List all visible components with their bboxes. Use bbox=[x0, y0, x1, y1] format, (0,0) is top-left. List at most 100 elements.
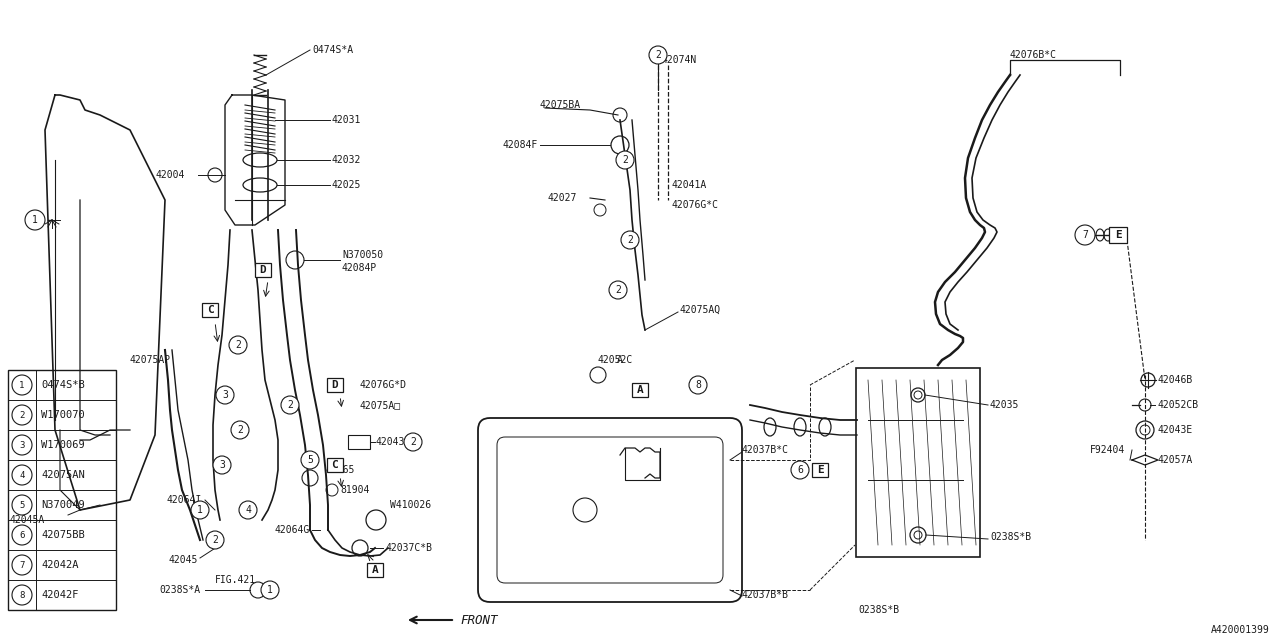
Text: W170069: W170069 bbox=[41, 440, 84, 450]
Text: 2: 2 bbox=[236, 340, 241, 350]
Text: 2: 2 bbox=[655, 50, 660, 60]
Text: 0238S*B: 0238S*B bbox=[989, 532, 1032, 542]
Text: 5: 5 bbox=[307, 455, 312, 465]
Text: 6: 6 bbox=[19, 531, 24, 540]
FancyBboxPatch shape bbox=[367, 563, 383, 577]
Text: 4: 4 bbox=[19, 470, 24, 479]
FancyBboxPatch shape bbox=[255, 263, 271, 277]
FancyBboxPatch shape bbox=[326, 378, 343, 392]
Circle shape bbox=[261, 581, 279, 599]
Text: 3: 3 bbox=[221, 390, 228, 400]
Circle shape bbox=[212, 456, 230, 474]
Text: 2: 2 bbox=[627, 235, 632, 245]
Text: 42042A: 42042A bbox=[41, 560, 78, 570]
Text: 1: 1 bbox=[197, 505, 204, 515]
Text: W170070: W170070 bbox=[41, 410, 84, 420]
Text: 1: 1 bbox=[19, 381, 24, 390]
Text: 81904: 81904 bbox=[340, 485, 370, 495]
Text: 42037B*C: 42037B*C bbox=[742, 445, 788, 455]
Circle shape bbox=[12, 435, 32, 455]
Text: 42074N: 42074N bbox=[662, 55, 698, 65]
Text: 2: 2 bbox=[287, 400, 293, 410]
Text: 0474S*B: 0474S*B bbox=[41, 380, 84, 390]
Text: 42076B*C: 42076B*C bbox=[1010, 50, 1057, 60]
Text: 0474S*A: 0474S*A bbox=[312, 45, 353, 55]
Circle shape bbox=[12, 555, 32, 575]
Text: 42076G*C: 42076G*C bbox=[672, 200, 719, 210]
Circle shape bbox=[12, 585, 32, 605]
FancyBboxPatch shape bbox=[326, 458, 343, 472]
Text: 7: 7 bbox=[1082, 230, 1088, 240]
Circle shape bbox=[301, 451, 319, 469]
Circle shape bbox=[12, 525, 32, 545]
Text: 42045A: 42045A bbox=[10, 515, 45, 525]
Text: 5: 5 bbox=[19, 500, 24, 509]
Circle shape bbox=[649, 46, 667, 64]
Text: 4: 4 bbox=[244, 505, 251, 515]
Text: 1: 1 bbox=[32, 215, 38, 225]
Circle shape bbox=[616, 151, 634, 169]
Text: 42027: 42027 bbox=[548, 193, 577, 203]
Text: 42076G*D: 42076G*D bbox=[360, 380, 407, 390]
Circle shape bbox=[404, 433, 422, 451]
Text: 42037B*B: 42037B*B bbox=[742, 590, 788, 600]
Text: D: D bbox=[260, 265, 266, 275]
Text: 0238S*B: 0238S*B bbox=[858, 605, 899, 615]
Text: 8: 8 bbox=[19, 591, 24, 600]
Text: 42025: 42025 bbox=[332, 180, 361, 190]
Circle shape bbox=[1075, 225, 1094, 245]
Text: 0238S*A: 0238S*A bbox=[159, 585, 200, 595]
Circle shape bbox=[282, 396, 300, 414]
Circle shape bbox=[26, 210, 45, 230]
Text: N370049: N370049 bbox=[41, 500, 84, 510]
Circle shape bbox=[12, 465, 32, 485]
Text: 8: 8 bbox=[695, 380, 701, 390]
Text: 42035: 42035 bbox=[989, 400, 1019, 410]
Text: E: E bbox=[1115, 230, 1121, 240]
Text: 42075BA: 42075BA bbox=[540, 100, 581, 110]
Text: F92404: F92404 bbox=[1091, 445, 1125, 455]
Text: 2: 2 bbox=[237, 425, 243, 435]
Circle shape bbox=[229, 336, 247, 354]
Circle shape bbox=[791, 461, 809, 479]
Text: A: A bbox=[636, 385, 644, 395]
Text: 42052CB: 42052CB bbox=[1158, 400, 1199, 410]
Text: 42031: 42031 bbox=[332, 115, 361, 125]
Circle shape bbox=[12, 375, 32, 395]
FancyBboxPatch shape bbox=[1108, 227, 1126, 243]
Text: 42037C*B: 42037C*B bbox=[385, 543, 433, 553]
Text: 42064I: 42064I bbox=[166, 495, 202, 505]
Text: 42042F: 42042F bbox=[41, 590, 78, 600]
Text: A420001399: A420001399 bbox=[1211, 625, 1270, 635]
Text: FRONT: FRONT bbox=[460, 614, 498, 627]
Text: 2: 2 bbox=[616, 285, 621, 295]
Text: 42052C: 42052C bbox=[598, 355, 634, 365]
Text: 42075A□: 42075A□ bbox=[360, 400, 401, 410]
Circle shape bbox=[12, 405, 32, 425]
FancyBboxPatch shape bbox=[812, 463, 828, 477]
Text: 3: 3 bbox=[19, 440, 24, 449]
Text: E: E bbox=[817, 465, 823, 475]
Text: 2: 2 bbox=[212, 535, 218, 545]
Circle shape bbox=[206, 531, 224, 549]
Text: 42084F: 42084F bbox=[503, 140, 538, 150]
Circle shape bbox=[230, 421, 250, 439]
Text: 42004: 42004 bbox=[155, 170, 184, 180]
Text: 42084P: 42084P bbox=[342, 263, 378, 273]
Text: FIG.421: FIG.421 bbox=[215, 575, 256, 585]
Text: 7: 7 bbox=[19, 561, 24, 570]
Text: 42045: 42045 bbox=[169, 555, 198, 565]
Text: 42057A: 42057A bbox=[1158, 455, 1193, 465]
Text: 2: 2 bbox=[622, 155, 628, 165]
Text: 42064G: 42064G bbox=[275, 525, 310, 535]
Text: 42075AQ: 42075AQ bbox=[680, 305, 721, 315]
FancyBboxPatch shape bbox=[632, 383, 648, 397]
Circle shape bbox=[191, 501, 209, 519]
Text: 2: 2 bbox=[410, 437, 416, 447]
Text: 42046B: 42046B bbox=[1158, 375, 1193, 385]
Text: 1: 1 bbox=[268, 585, 273, 595]
Text: C: C bbox=[332, 460, 338, 470]
Circle shape bbox=[12, 495, 32, 515]
Text: 42075AP: 42075AP bbox=[131, 355, 172, 365]
Text: N370050: N370050 bbox=[342, 250, 383, 260]
